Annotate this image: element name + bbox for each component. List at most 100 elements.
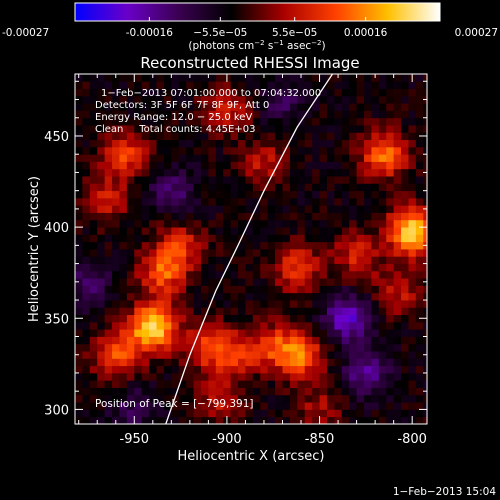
heatmap-pixel <box>408 285 417 294</box>
heatmap-pixel <box>267 358 276 367</box>
heatmap-pixel <box>223 351 232 359</box>
heatmap-pixel <box>126 307 135 316</box>
heatmap-pixel <box>356 307 365 316</box>
heatmap-pixel <box>252 74 261 82</box>
observation-info: 1−Feb−2013 07:01:00.000 to 07:04:32.000D… <box>95 88 321 135</box>
heatmap-pixel <box>171 416 180 424</box>
heatmap-pixel <box>267 249 276 257</box>
heatmap-pixel <box>238 300 246 308</box>
heatmap-pixel <box>297 88 306 97</box>
heatmap-pixel <box>275 125 283 133</box>
heatmap-pixel <box>178 387 187 396</box>
heatmap-pixel <box>312 372 320 381</box>
heatmap-pixel <box>112 343 120 352</box>
heatmap-pixel <box>75 212 83 221</box>
heatmap-pixel <box>178 263 187 272</box>
heatmap-pixel <box>393 205 402 213</box>
info-line: 1−Feb−2013 07:01:00.000 to 07:04:32.000 <box>101 88 321 99</box>
heatmap-pixel <box>230 321 239 330</box>
heatmap-pixel <box>119 402 128 410</box>
heatmap-pixel <box>126 154 135 162</box>
heatmap-pixel <box>378 402 387 410</box>
heatmap-pixel <box>349 219 357 228</box>
heatmap-pixel <box>112 394 120 403</box>
heatmap-pixel <box>238 81 246 89</box>
heatmap-pixel <box>356 263 365 272</box>
heatmap-pixel <box>171 372 180 381</box>
heatmap-pixel <box>349 394 357 403</box>
heatmap-pixel <box>238 402 246 410</box>
heatmap-pixel <box>423 365 427 374</box>
heatmap-pixel <box>423 154 427 162</box>
heatmap-pixel <box>326 365 335 374</box>
heatmap-pixel <box>371 300 380 308</box>
heatmap-pixel <box>393 139 402 148</box>
heatmap-pixel <box>326 183 335 192</box>
heatmap-pixel <box>289 168 298 177</box>
heatmap-pixel <box>104 365 113 374</box>
heatmap-pixel <box>334 88 343 97</box>
heatmap-pixel <box>393 81 402 89</box>
y-tick-label: 450 <box>44 130 69 145</box>
heatmap-pixel <box>163 146 172 155</box>
heatmap-pixel <box>326 125 335 133</box>
heatmap-pixel <box>171 234 180 243</box>
heatmap-pixel <box>275 321 283 330</box>
heatmap-pixel <box>156 321 165 330</box>
heatmap-pixel <box>193 154 202 162</box>
heatmap-pixel <box>408 132 417 141</box>
heatmap-pixel <box>349 416 357 424</box>
heatmap-pixel <box>371 321 380 330</box>
heatmap-pixel <box>215 125 224 133</box>
heatmap-pixel <box>289 227 298 235</box>
heatmap-pixel <box>364 394 372 403</box>
heatmap-pixel <box>378 358 387 367</box>
heatmap-pixel <box>97 387 106 396</box>
heatmap-pixel <box>126 329 135 337</box>
heatmap-pixel <box>186 183 194 192</box>
heatmap-pixel <box>334 270 343 279</box>
heatmap-pixel <box>134 263 143 272</box>
heatmap-pixel <box>245 234 254 243</box>
heatmap-pixel <box>89 110 98 119</box>
heatmap-pixel <box>119 285 128 294</box>
heatmap-pixel <box>119 197 128 206</box>
heatmap-pixel <box>186 380 194 388</box>
heatmap-pixel <box>260 88 269 97</box>
heatmap-pixel <box>89 74 98 82</box>
heatmap-pixel <box>386 117 395 126</box>
heatmap-pixel <box>304 321 313 330</box>
heatmap-pixel <box>149 197 157 206</box>
heatmap-pixel <box>275 95 283 104</box>
colorbar-tick-label: -0.00027 <box>2 27 49 39</box>
heatmap-pixel <box>282 205 291 213</box>
heatmap-pixel <box>349 241 357 250</box>
heatmap-pixel <box>378 336 387 345</box>
heatmap-pixel <box>356 234 365 243</box>
heatmap-pixel <box>341 270 350 279</box>
heatmap-pixel <box>415 219 424 228</box>
heatmap-pixel <box>97 88 106 97</box>
heatmap-pixel <box>371 394 380 403</box>
heatmap-pixel <box>252 154 261 162</box>
heatmap-pixel <box>371 278 380 286</box>
heatmap-pixel <box>230 270 239 279</box>
heatmap-pixel <box>178 270 187 279</box>
heatmap-pixel <box>319 358 328 367</box>
heatmap-pixel <box>334 292 343 301</box>
heatmap-pixel <box>238 212 246 221</box>
heatmap-pixel <box>149 285 157 294</box>
heatmap-pixel <box>260 402 269 410</box>
heatmap-pixel <box>275 292 283 301</box>
heatmap-pixel <box>401 212 409 221</box>
heatmap-pixel <box>208 81 217 89</box>
heatmap-pixel <box>163 358 172 367</box>
heatmap-pixel <box>156 139 165 148</box>
heatmap-pixel <box>275 263 283 272</box>
heatmap-pixel <box>334 402 343 410</box>
heatmap-pixel <box>245 146 254 155</box>
heatmap-pixel <box>75 285 83 294</box>
heatmap-pixel <box>423 117 427 126</box>
heatmap-pixel <box>171 74 180 82</box>
heatmap-pixel <box>126 88 135 97</box>
